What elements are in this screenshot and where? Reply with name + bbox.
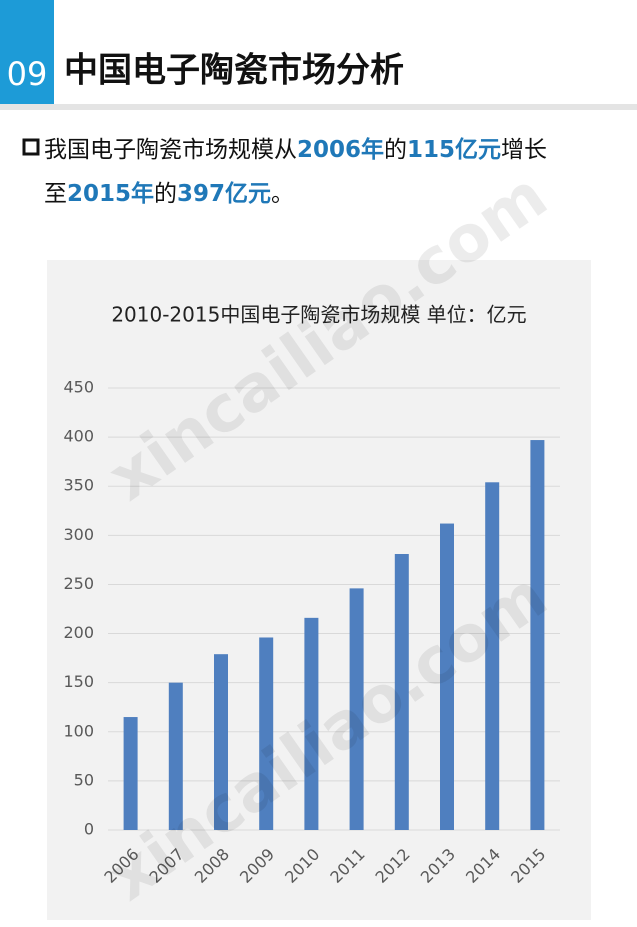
bar xyxy=(168,682,183,830)
bar xyxy=(304,617,319,830)
highlight-text: 2006年 xyxy=(297,136,384,163)
header-number-box xyxy=(0,0,54,104)
body-text: 至 xyxy=(44,181,67,207)
bullet-line: 至2015年的397亿元。 xyxy=(44,180,294,207)
bar xyxy=(394,553,409,830)
y-tick-label: 100 xyxy=(63,721,94,740)
body-text: 的 xyxy=(154,181,177,207)
y-tick-label: 350 xyxy=(63,476,94,495)
bar xyxy=(440,523,454,830)
highlight-text: 2015年 xyxy=(67,180,154,207)
chart-panel xyxy=(47,260,591,920)
y-tick-label: 450 xyxy=(63,378,94,397)
y-tick-label: 200 xyxy=(63,623,94,642)
chart-title: 2010-2015中国电子陶瓷市场规模 单位：亿元 xyxy=(111,303,526,327)
body-text: 。 xyxy=(271,181,294,207)
y-tick-label: 150 xyxy=(63,672,94,691)
body-text: 的 xyxy=(384,137,407,163)
y-tick-label: 300 xyxy=(63,525,94,544)
header-number: 09 xyxy=(7,55,48,93)
y-tick-label: 50 xyxy=(74,770,94,789)
bar xyxy=(259,637,274,830)
highlight-text: 397亿元 xyxy=(177,181,271,207)
bar xyxy=(349,588,364,830)
y-tick-label: 250 xyxy=(63,574,94,593)
bullet-icon xyxy=(22,138,40,156)
bar xyxy=(123,717,138,830)
header-shadow xyxy=(0,104,637,110)
bar xyxy=(530,440,545,830)
highlight-text: 115亿元 xyxy=(407,137,501,163)
header-title: 中国电子陶瓷市场分析 xyxy=(64,51,404,91)
bullet-line: 我国电子陶瓷市场规模从2006年的115亿元增长 xyxy=(44,136,547,163)
body-text: 我国电子陶瓷市场规模从 xyxy=(44,137,297,163)
bar xyxy=(214,654,228,830)
y-tick-label: 0 xyxy=(84,820,94,839)
bar xyxy=(485,482,500,830)
y-tick-label: 400 xyxy=(63,427,94,446)
body-text: 增长 xyxy=(501,137,547,163)
